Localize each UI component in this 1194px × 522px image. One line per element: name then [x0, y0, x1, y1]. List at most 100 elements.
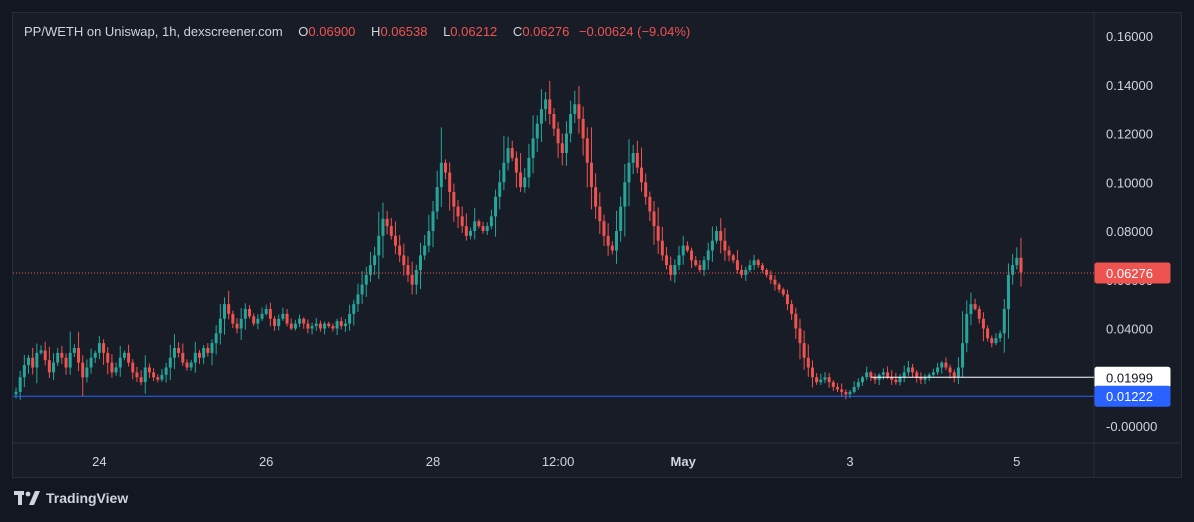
open-value: 0.06900: [308, 24, 356, 39]
candle-body: [364, 274, 368, 285]
candle-body: [152, 372, 156, 378]
candle-body: [18, 377, 22, 392]
candle-body: [723, 240, 727, 251]
price-label-text: 0.01999: [1106, 370, 1153, 385]
candle-body: [844, 391, 848, 395]
candle-body: [652, 211, 656, 227]
candle-body: [919, 377, 923, 380]
candle-body: [210, 343, 214, 353]
candle-body: [635, 153, 639, 168]
candle-body: [256, 318, 260, 324]
candle-body: [31, 357, 35, 368]
candle-body: [589, 162, 593, 188]
high-label: H: [371, 24, 381, 39]
candle-body: [172, 348, 176, 358]
candle-body: [748, 265, 752, 270]
x-tick-label: 5: [1013, 454, 1020, 469]
candle-body: [865, 372, 869, 378]
time-axis: 24 26 28 12:00 May 3 5: [92, 454, 1020, 469]
candle-body: [206, 348, 210, 353]
candle-body: [656, 226, 660, 241]
candle-body: [923, 377, 927, 380]
candle-body: [564, 133, 568, 153]
candle-body: [681, 245, 685, 256]
candle-body: [181, 352, 185, 363]
candle-body: [514, 157, 518, 173]
candle-body: [469, 231, 473, 236]
candle-body: [93, 352, 97, 358]
candle-body: [385, 218, 389, 227]
y-tick-label: 0.16000: [1106, 29, 1153, 44]
candle-body: [539, 109, 543, 124]
candle-body: [64, 357, 68, 368]
candle-body: [110, 362, 114, 373]
candle-body: [248, 309, 252, 317]
candle-body: [310, 326, 314, 329]
footer-brand[interactable]: TradingView: [14, 490, 128, 506]
candle-body: [185, 362, 189, 368]
candle-body: [452, 192, 456, 207]
candle-body: [660, 240, 664, 256]
price-label-text: 0.06276: [1106, 266, 1153, 281]
candle-body: [906, 367, 910, 373]
candle-body: [861, 377, 865, 383]
candle-body: [915, 372, 919, 378]
candle-body: [227, 304, 231, 314]
candle-body: [1019, 257, 1023, 273]
candle-body: [523, 177, 527, 188]
candle-body: [402, 255, 406, 266]
candle-body: [189, 362, 193, 368]
candle-body: [710, 240, 714, 251]
candle-body: [264, 309, 268, 314]
candle-body: [260, 313, 264, 319]
x-tick-label: 12:00: [542, 454, 575, 469]
low-value: 0.06212: [450, 24, 498, 39]
candle-body: [769, 274, 773, 280]
candle-body: [498, 182, 502, 197]
candle-body: [223, 304, 226, 319]
candle-body: [122, 352, 126, 358]
candle-body: [740, 270, 744, 275]
candle-body: [427, 231, 431, 246]
candle-body: [552, 114, 556, 129]
candle-body: [881, 372, 885, 375]
candle-body: [531, 138, 535, 158]
candle-body: [898, 377, 902, 383]
candle-body: [22, 365, 26, 378]
candle-body: [819, 379, 823, 383]
candle-body: [293, 323, 297, 329]
candle-body: [940, 362, 944, 368]
candle-body: [873, 377, 877, 380]
candle-body: [744, 270, 748, 275]
candle-body: [343, 323, 347, 327]
candle-body: [494, 196, 498, 217]
y-tick-label: 0.10000: [1106, 175, 1153, 190]
candle-body: [790, 304, 794, 314]
candle-body: [823, 377, 827, 380]
candle-body: [235, 323, 239, 329]
candle-body: [936, 367, 940, 373]
candle-body: [594, 187, 598, 207]
candle-body: [323, 323, 327, 329]
candle-body: [410, 274, 414, 285]
candle-body: [835, 387, 839, 390]
open-label: O: [298, 24, 309, 39]
x-tick-label: 24: [92, 454, 106, 469]
candle-body: [519, 172, 523, 188]
candle-body: [193, 352, 197, 363]
candle-body: [435, 187, 439, 212]
candle-body: [460, 216, 464, 227]
candle-body: [894, 379, 898, 383]
candle-body: [281, 313, 285, 319]
candle-body: [948, 367, 952, 373]
candle-body: [423, 245, 427, 256]
candle-body: [848, 391, 852, 395]
candle-body: [665, 255, 669, 266]
candle-body: [973, 304, 977, 309]
chart-frame[interactable]: [12, 12, 1182, 478]
candle-body: [448, 172, 452, 192]
symbol-title: PP/WETH on Uniswap, 1h, dexscreener.com: [24, 24, 283, 39]
candle-body: [673, 265, 677, 275]
candle-body: [702, 260, 706, 270]
